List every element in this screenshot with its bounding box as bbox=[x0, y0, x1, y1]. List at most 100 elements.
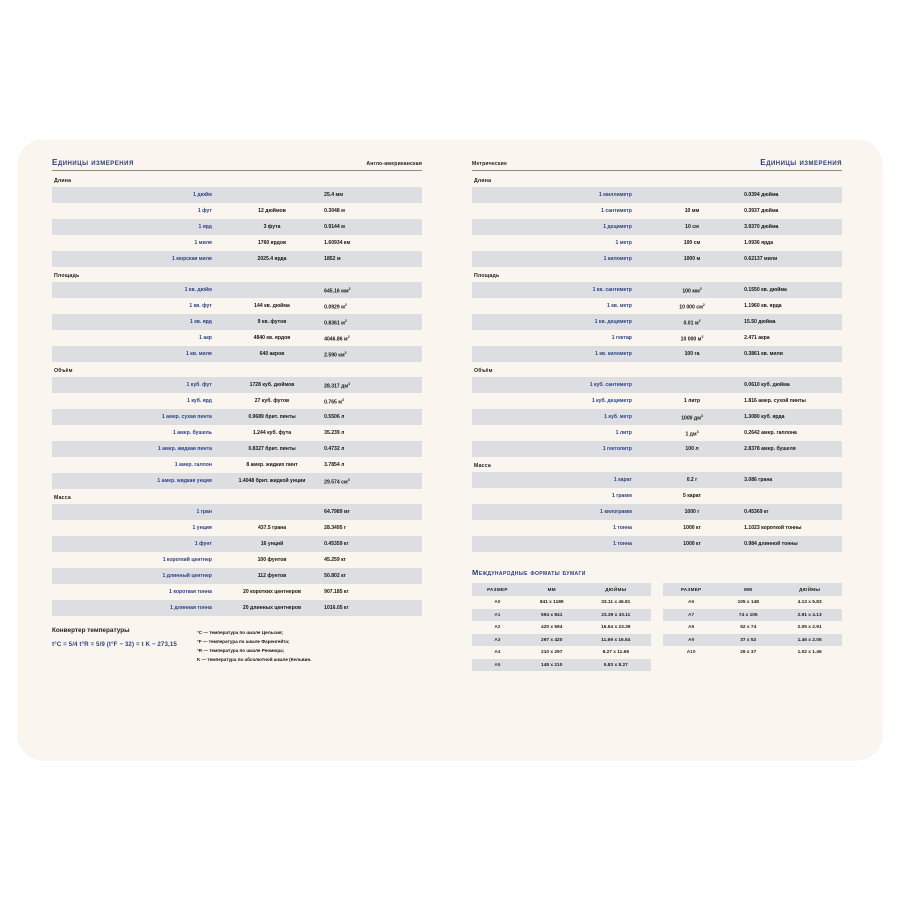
equivalent-cell: 3 фута bbox=[225, 219, 319, 236]
temperature-converter: Конвертер температуры t°C = 5/4 t°R = 5/… bbox=[52, 627, 422, 665]
temperature-heading: Конвертер температуры bbox=[52, 627, 130, 635]
paper-header-row: РАЗМЕР ММ ДЮЙМЫ bbox=[472, 583, 651, 597]
result-cell: 0.45369 кг bbox=[738, 504, 842, 521]
unit-cell: 1 амер. жидкая пинта bbox=[52, 441, 226, 458]
conversion-table: 1 миллиметр 0.0394 дюйма 1 сантиметр 10 мм 0… bbox=[472, 187, 842, 268]
equivalent-cell: 1.4048 брит. жидкой унции bbox=[225, 473, 319, 490]
paper-size-cell: A10 bbox=[686, 650, 696, 656]
paper-size-cell: A3 bbox=[472, 633, 523, 647]
equivalent-cell: 20 коротких центнеров bbox=[243, 589, 301, 596]
unit-cell: 1 амер. бушель bbox=[172, 430, 212, 437]
unit-cell: 1 кв. ярд bbox=[52, 314, 226, 331]
table-row: 1 акр 4840 кв. ярдов 4046.86 м2 bbox=[52, 330, 422, 346]
table-row: 1 тонна 1000 кг 1.1023 короткой тонны bbox=[472, 520, 842, 536]
table-row: 1 кв. сантиметр 100 мм2 0.1550 кв. дюйма bbox=[472, 282, 842, 299]
equivalent-cell: 1000 дм3 bbox=[645, 409, 739, 426]
paper-size-cell: A8 bbox=[688, 625, 695, 631]
equivalent-cell: 437.5 грана bbox=[257, 525, 287, 532]
result-cell: 1.816 амер. сухой пинты bbox=[744, 398, 806, 405]
equivalent-cell: 9 кв. футов bbox=[225, 314, 319, 331]
table-row: A8 52 x 74 2.05 x 2.91 bbox=[663, 621, 842, 634]
equivalent-cell bbox=[225, 504, 319, 521]
conversion-table: 1 кв. сантиметр 100 мм2 0.1550 кв. дюйма 1 … bbox=[472, 282, 842, 363]
table-row: A1 594 x 841 23.39 x 33.11 bbox=[472, 608, 651, 622]
equivalent-cell bbox=[645, 377, 739, 394]
result-cell: 0.3861 кв. мили bbox=[738, 346, 842, 363]
equivalent-cell: 1 дм3 bbox=[685, 429, 699, 438]
paper-size-cell: A9 bbox=[663, 633, 720, 647]
equivalent-cell: 1000 м bbox=[645, 251, 739, 268]
header-divider bbox=[52, 170, 422, 172]
equivalent-cell: 12 дюймов bbox=[258, 208, 286, 215]
unit-cell: 1 амер. галлон bbox=[174, 462, 212, 469]
table-row: A4 210 x 297 8.27 x 11.69 bbox=[472, 646, 651, 659]
table-row-spacer bbox=[663, 659, 842, 672]
result-cell: 0.3048 м bbox=[324, 208, 345, 215]
result-cell: 2.590 км2 bbox=[318, 346, 422, 363]
equivalent-cell: 10 000 м2 bbox=[680, 334, 704, 343]
table-row: A9 37 x 52 1.46 x 2.05 bbox=[663, 633, 842, 647]
unit-cell: 1 сантиметр bbox=[601, 208, 632, 215]
paper-table-a0-a5: РАЗМЕР ММ ДЮЙМЫ A0 841 x 1189 33.11 x 46.81 A1… bbox=[472, 583, 651, 672]
paper-inch-cell: 23.39 x 33.11 bbox=[580, 608, 651, 622]
paper-inch-cell: 11.69 x 16.54 bbox=[580, 633, 651, 647]
group-title: Длина bbox=[474, 178, 492, 185]
paper-header-row: РАЗМЕР ММ ДЮЙМЫ bbox=[663, 583, 842, 597]
paper-mm-cell: 74 x 105 bbox=[719, 608, 778, 622]
result-cell: 29.574 см3 bbox=[318, 473, 422, 490]
unit-cell: 1 унция bbox=[192, 525, 212, 532]
table-row: 1 кв. миля 640 акров 2.590 км2 bbox=[52, 346, 422, 363]
unit-cell: 1 куб. ярд bbox=[187, 398, 212, 405]
table-row: 1 кв. метр 10 000 см2 1.1960 кв. ярда bbox=[472, 298, 842, 314]
paper-column-header: РАЗМЕР bbox=[472, 583, 523, 597]
group-title: Длина bbox=[54, 178, 72, 185]
table-row: 1 амер. сухая пинта 0.9689 брит. пинты 0.5… bbox=[52, 409, 422, 426]
equivalent-cell: 1000 кг bbox=[645, 536, 739, 553]
result-cell: 3.7854 л bbox=[324, 462, 345, 469]
table-row: 1 гектолитр 100 л 2.8378 амер. бушеля bbox=[472, 441, 842, 458]
legend-line: °C — температура по шкале Цельсия; bbox=[196, 630, 284, 636]
equivalent-cell: 5 карат bbox=[682, 493, 702, 500]
result-cell: 1.1960 кв. ярда bbox=[744, 303, 782, 310]
unit-cell: 1 килограмм bbox=[472, 504, 646, 521]
equivalent-cell bbox=[225, 187, 319, 204]
table-row: 1 кв. фут 144 кв. дюйма 0.0929 м2 bbox=[52, 298, 422, 314]
paper-mm-cell: 210 x 297 bbox=[541, 650, 563, 656]
table-row: A3 297 x 420 11.69 x 16.54 bbox=[472, 633, 651, 647]
table-row: 1 карат 0.2 г 3.086 грана bbox=[472, 472, 842, 489]
unit-cell: 1 дюйм bbox=[52, 187, 226, 204]
result-cell: 0.45359 кг bbox=[318, 536, 422, 553]
result-cell: 45.259 кг bbox=[324, 557, 346, 564]
legend-line: °R — температура по шкале Реомюра; bbox=[196, 648, 285, 654]
equivalent-cell: 2025.4 ярда bbox=[225, 251, 319, 268]
unit-cell: 1 куб. фут bbox=[52, 377, 226, 394]
table-row: 1 кв. дециметр 0.01 м2 15.50 дюйма bbox=[472, 314, 842, 331]
paper-inch-cell: 2.05 x 2.91 bbox=[797, 625, 822, 631]
table-row: 1 кв. километр 100 га 0.3861 кв. мили bbox=[472, 346, 842, 363]
left-conversion-groups: Длина 1 дюйм 25.4 мм 1 фут 12 дюймов 0.3048 м… bbox=[52, 178, 422, 617]
equivalent-cell bbox=[645, 187, 739, 204]
result-cell: 0.5506 л bbox=[318, 409, 422, 426]
equivalent-cell: 100 л bbox=[645, 441, 739, 458]
legend-line: K — температура по абсолютной шкале (Кел… bbox=[196, 657, 312, 663]
equivalent-cell bbox=[225, 282, 319, 299]
equivalent-cell: 1.244 куб. фута bbox=[252, 430, 292, 437]
result-cell: 50.802 кг bbox=[318, 568, 422, 585]
temperature-legend: °C — температура по шкале Цельсия; °F — т… bbox=[187, 629, 312, 665]
right-page-header: Метрические Единицы измерения bbox=[472, 158, 842, 167]
paper-mm-cell: 26 x 37 bbox=[740, 650, 757, 656]
table-row: A7 74 x 105 2.91 x 4.13 bbox=[663, 608, 842, 622]
left-page-header: Единицы измерения Англо-американская bbox=[52, 158, 422, 167]
table-row: 1 куб. ярд 27 куб. футов 0.765 м3 bbox=[52, 393, 422, 409]
unit-cell: 1 короткая тонна bbox=[169, 589, 212, 596]
result-cell: 0.62137 мили bbox=[738, 251, 842, 268]
paper-formats-title: Международные форматы бумаги bbox=[472, 568, 586, 578]
unit-cell: 1 фунт bbox=[52, 536, 226, 553]
unit-cell: 1 дециметр bbox=[472, 219, 646, 236]
result-cell: 1.60934 км bbox=[324, 240, 351, 247]
result-cell: 1016.05 кг bbox=[318, 600, 422, 617]
unit-cell: 1 метр bbox=[615, 240, 632, 247]
unit-cell: 1 миля bbox=[194, 240, 212, 247]
paper-inch-cell: 4.13 x 5.83 bbox=[797, 600, 822, 606]
paper-mm-cell: 105 x 148 bbox=[737, 600, 759, 606]
